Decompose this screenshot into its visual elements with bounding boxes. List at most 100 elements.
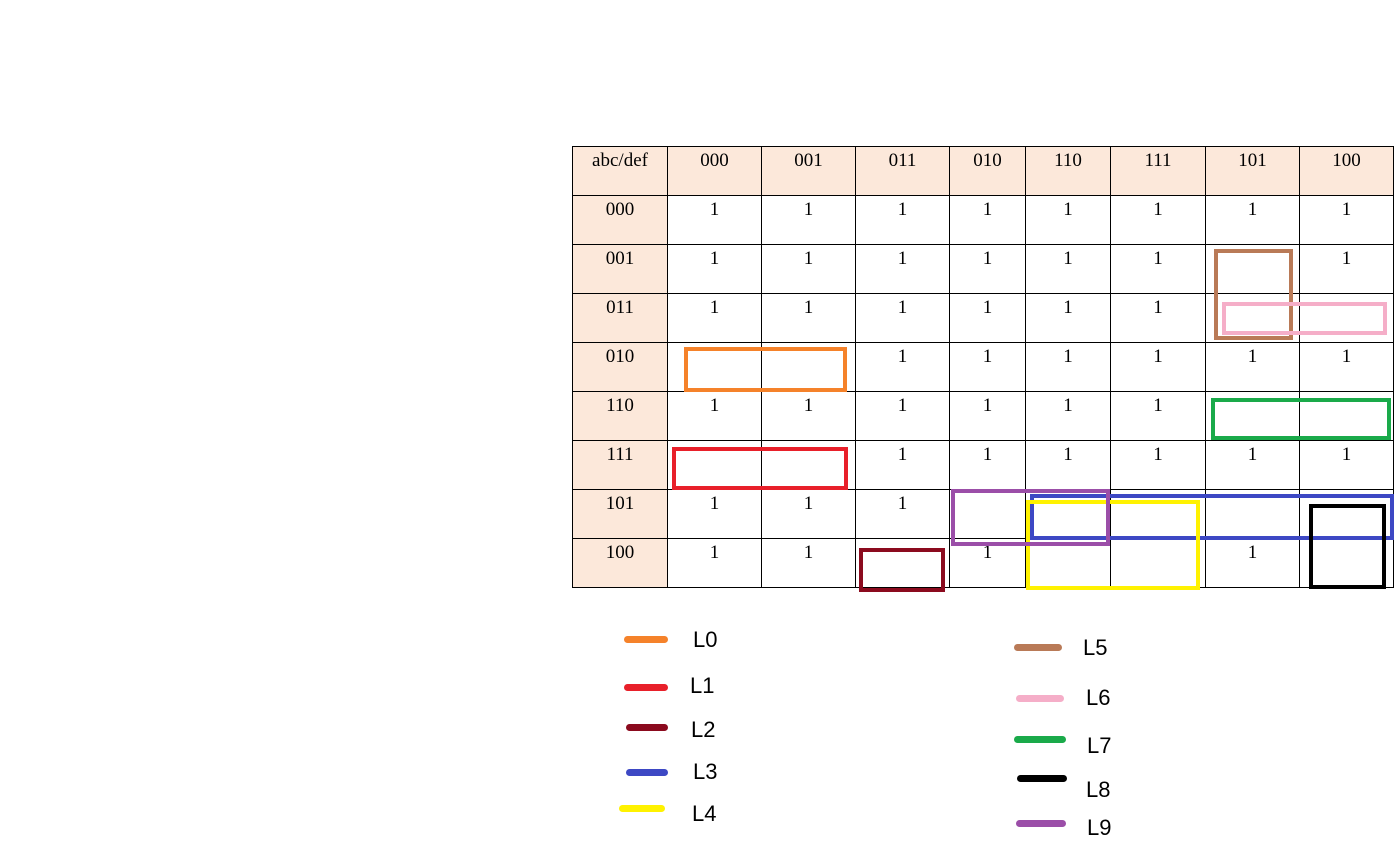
kmap-cell: 1 [855, 244, 950, 294]
kmap-cell: 1 [1110, 440, 1206, 490]
kmap-cell [855, 538, 950, 588]
header-row: abc/def 000 001 011 010 110 111 101 100 [572, 146, 1394, 196]
kmap-cell: 1 [667, 538, 762, 588]
kmap-cell: 1 [667, 293, 762, 343]
kmap-cell: 1 [949, 391, 1026, 441]
kmap-cell: 1 [761, 538, 856, 588]
kmap-cell: 1 [1299, 195, 1394, 245]
kmap-cell: 1 [1025, 293, 1111, 343]
legend-swatch-l3 [626, 769, 668, 776]
row-header: 100 [572, 538, 668, 588]
kmap-cell: 1 [855, 293, 950, 343]
column-header: 011 [855, 146, 950, 196]
kmap-cell: 1 [761, 293, 856, 343]
kmap-cell: 1 [667, 244, 762, 294]
kmap-cell: 1 [1205, 538, 1300, 588]
row-header: 011 [572, 293, 668, 343]
kmap-cell: 1 [949, 244, 1026, 294]
legend-label-l0: L0 [693, 627, 718, 652]
group-outline-l7 [1211, 398, 1391, 440]
kmap-cell: 1 [949, 195, 1026, 245]
kmap-cell: 1 [1110, 293, 1206, 343]
kmap-row: 111 1 1 1 1 1 1 [572, 440, 1394, 490]
group-outline-l8 [1309, 504, 1386, 589]
row-header: 000 [572, 195, 668, 245]
legend-label-l7: L7 [1087, 733, 1112, 758]
kmap-cell: 1 [761, 489, 856, 539]
kmap-row: 100 1 1 1 1 [572, 538, 1394, 588]
legend-swatch-l1 [624, 684, 668, 691]
group-outline-l6 [1222, 302, 1387, 335]
kmap-cell: 1 [667, 391, 762, 441]
legend-swatch-l2 [626, 724, 668, 731]
kmap-cell: 1 [1025, 195, 1111, 245]
kmap-cell: 1 [667, 489, 762, 539]
column-header: 010 [949, 146, 1026, 196]
kmap-cell: 1 [855, 391, 950, 441]
kmap-cell: 1 [949, 342, 1026, 392]
legend-swatch-l9 [1016, 820, 1066, 827]
column-header: 101 [1205, 146, 1300, 196]
kmap-cell: 1 [1025, 440, 1111, 490]
legend-swatch-l8 [1017, 775, 1067, 782]
group-outline-l5 [1214, 249, 1293, 340]
legend-swatch-l0 [624, 636, 668, 643]
kmap-cell: 1 [1025, 391, 1111, 441]
kmap-cell: 1 [1025, 244, 1111, 294]
legend-swatch-l5 [1014, 644, 1062, 651]
legend-label-l2: L2 [691, 717, 716, 742]
row-header: 001 [572, 244, 668, 294]
column-header: 000 [667, 146, 762, 196]
kmap-cell: 1 [1205, 342, 1300, 392]
karnaugh-map: abc/def 000 001 011 010 110 111 101 100 000 1 1 1 1 1 1… [572, 146, 1394, 588]
kmap-cell: 1 [1299, 440, 1394, 490]
legend-label-l5: L5 [1083, 635, 1108, 660]
kmap-cell: 1 [1299, 342, 1394, 392]
kmap-row: 000 1 1 1 1 1 1 1 1 [572, 195, 1394, 245]
kmap-cell: 1 [1205, 195, 1300, 245]
group-outline-l0 [684, 347, 847, 392]
kmap-cell: 1 [1110, 391, 1206, 441]
row-header: 010 [572, 342, 668, 392]
kmap-row: 001 1 1 1 1 1 1 1 [572, 244, 1394, 294]
legend-label-l6: L6 [1086, 685, 1111, 710]
legend-label-l3: L3 [693, 759, 718, 784]
row-header: 111 [572, 440, 668, 490]
kmap-cell: 1 [855, 195, 950, 245]
legend-label-l8: L8 [1086, 777, 1111, 802]
column-header: 001 [761, 146, 856, 196]
kmap-cell: 1 [1299, 244, 1394, 294]
column-header: 110 [1025, 146, 1111, 196]
column-header: 100 [1299, 146, 1394, 196]
kmap-row: 110 1 1 1 1 1 1 [572, 391, 1394, 441]
kmap-cell: 1 [761, 195, 856, 245]
kmap-cell: 1 [1110, 342, 1206, 392]
kmap-cell: 1 [949, 538, 1026, 588]
group-outline-l3 [1030, 494, 1394, 540]
legend-swatch-l7 [1014, 736, 1066, 743]
group-outline-l1 [672, 447, 848, 490]
kmap-cell: 1 [1025, 342, 1111, 392]
kmap-cell: 1 [855, 440, 950, 490]
corner-label: abc/def [572, 146, 668, 196]
kmap-row: 010 1 1 1 1 1 1 [572, 342, 1394, 392]
legend-label-l4: L4 [692, 801, 717, 826]
column-header: 111 [1110, 146, 1206, 196]
legend-label-l1: L1 [690, 673, 715, 698]
legend-swatch-l4 [619, 805, 665, 812]
kmap-cell: 1 [1205, 440, 1300, 490]
row-header: 110 [572, 391, 668, 441]
legend-swatch-l6 [1016, 695, 1064, 702]
kmap-cell: 1 [949, 440, 1026, 490]
kmap-cell: 1 [949, 293, 1026, 343]
legend-label-l9: L9 [1087, 815, 1112, 840]
kmap-cell: 1 [761, 244, 856, 294]
row-header: 101 [572, 489, 668, 539]
kmap-cell [1025, 538, 1111, 588]
kmap-cell: 1 [855, 489, 950, 539]
group-outline-l2 [859, 548, 945, 592]
kmap-cell: 1 [761, 391, 856, 441]
kmap-cell: 1 [1110, 244, 1206, 294]
kmap-cell: 1 [1110, 195, 1206, 245]
kmap-cell: 1 [855, 342, 950, 392]
